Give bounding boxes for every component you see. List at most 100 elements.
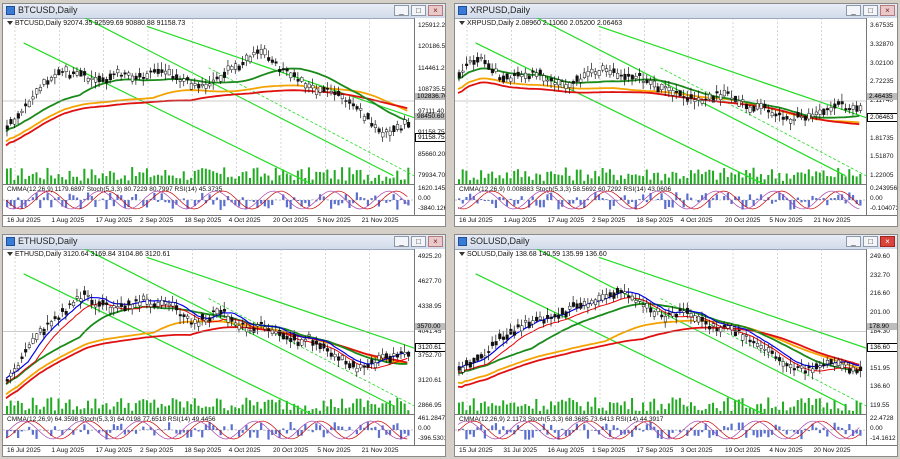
indicator-panel[interactable]: CMMA(12,26,9) 2.1173 Stoch(5,3,3) 68.368… (455, 414, 866, 445)
histogram-bar (87, 192, 90, 200)
candle-body (351, 361, 355, 368)
maximize-button[interactable]: □ (411, 236, 426, 247)
maximize-button[interactable]: □ (411, 5, 426, 16)
title-bar[interactable]: XRPUSD,Daily _ □ × (455, 4, 897, 19)
candle-body (215, 76, 219, 80)
histogram-bar (112, 424, 115, 430)
histogram-bar (767, 430, 770, 438)
histogram-bar (307, 200, 311, 207)
volume-bar (660, 403, 663, 414)
chart-window-btcusd[interactable]: BTCUSD,Daily _ □ × BTCUSD,Daily 92074.35… (2, 3, 446, 227)
volume-bar (175, 178, 178, 184)
price-axis-label: 201.00 (870, 308, 890, 316)
maximize-button[interactable]: □ (863, 5, 878, 16)
volume-bar (355, 170, 358, 184)
candle-body (105, 302, 109, 305)
candle-body (674, 90, 679, 93)
histogram-bar (94, 200, 97, 208)
candle-body (90, 299, 94, 305)
price-plot[interactable] (455, 249, 866, 414)
chart-window-xrpusd[interactable]: XRPUSD,Daily _ □ × XRPUSD,Daily 2.08960 … (454, 3, 898, 227)
price-axis-label: 79934.70 (418, 172, 446, 179)
histogram-bar (116, 194, 119, 200)
minimize-button[interactable]: _ (394, 5, 409, 16)
histogram-bar (634, 425, 637, 430)
close-button[interactable]: × (428, 236, 443, 247)
candle-body (359, 108, 363, 111)
indicator-panel[interactable]: CMMA(12,26,9) 0.008883 Stoch(5,3,3) 58.5… (455, 184, 866, 215)
histogram-bar (748, 429, 752, 430)
histogram-bar (851, 194, 855, 200)
candle-body (303, 83, 308, 89)
histogram-bar (186, 430, 189, 438)
close-button[interactable]: × (880, 236, 895, 247)
candle-body (407, 351, 411, 357)
minimize-button[interactable]: _ (846, 5, 861, 16)
volume-bar (366, 174, 369, 184)
volume-bar (403, 403, 406, 414)
volume-bar (487, 173, 490, 184)
volume-bar (498, 405, 501, 414)
minimize-button[interactable]: _ (394, 236, 409, 247)
histogram-bar (770, 200, 774, 204)
volume-bar (480, 402, 483, 414)
volume-bar (855, 400, 858, 414)
volume-bar (719, 172, 722, 184)
histogram-bar (267, 430, 270, 440)
price-axis-label: 125912.20 (418, 22, 446, 29)
volume-bar (859, 402, 862, 414)
volume-bar (315, 171, 318, 184)
trend-channel-line (208, 67, 414, 177)
title-bar[interactable]: BTCUSD,Daily _ □ × (3, 4, 445, 19)
indicator-panel[interactable]: CMMA(12,26,9) 1179.6897 Stoch(5,3,3) 80.… (3, 184, 414, 215)
candle-body (531, 70, 535, 73)
candle-body (407, 121, 411, 128)
histogram-bar (542, 423, 545, 430)
volume-bar (638, 175, 641, 184)
histogram-bar (355, 192, 358, 200)
volume-bar (800, 398, 803, 414)
title-bar[interactable]: SOLUSD,Daily _ □ × (455, 235, 897, 250)
maximize-button[interactable]: □ (863, 236, 878, 247)
volume-bar (734, 174, 737, 184)
candle-body (153, 303, 157, 308)
price-axis-label: 1.51870 (870, 153, 894, 161)
candle-body (267, 328, 271, 332)
candle-body (634, 300, 638, 303)
volume-bar (494, 405, 497, 414)
price-plot[interactable] (455, 18, 866, 184)
price-plot[interactable] (3, 249, 414, 414)
candle-body (322, 86, 326, 93)
histogram-bar (131, 196, 134, 200)
candle-body (487, 63, 491, 70)
histogram-bar (50, 430, 53, 436)
volume-bar (770, 169, 773, 184)
chart-window-solusd[interactable]: SOLUSD,Daily _ □ × SOLUSD,Daily 138.68 1… (454, 234, 898, 457)
close-button[interactable]: × (880, 5, 895, 16)
volume-bar (483, 401, 486, 414)
minimize-button[interactable]: _ (846, 236, 861, 247)
volume-bar (249, 400, 252, 414)
volume-bar (653, 398, 656, 414)
volume-bar (759, 403, 762, 414)
chart-window-ethusd[interactable]: ETHUSD,Daily _ □ × ETHUSD,Daily 3120.64 … (2, 234, 446, 457)
level-price-tag: 178.90 (867, 323, 897, 331)
price-axis-label: 249.60 (870, 253, 890, 260)
title-bar[interactable]: ETHUSD,Daily _ □ × (3, 235, 445, 250)
indicator-panel[interactable]: CMMA(12,26,9) 64.3598 Stoch(5,3,3) 64.01… (3, 414, 414, 445)
histogram-bar (381, 200, 384, 201)
volume-bar (285, 400, 288, 414)
candle-body (612, 68, 616, 73)
histogram-bar (796, 197, 799, 200)
candle-body (193, 83, 197, 86)
volume-bar (605, 410, 608, 414)
candle-body (811, 368, 815, 373)
trend-channel-line (598, 256, 866, 349)
candle-body (108, 306, 112, 314)
candle-body (778, 112, 782, 116)
close-button[interactable]: × (428, 5, 443, 16)
moving-average-line (5, 296, 408, 379)
price-plot[interactable] (3, 18, 414, 184)
histogram-bar (337, 426, 340, 430)
volume-bar (204, 406, 207, 414)
